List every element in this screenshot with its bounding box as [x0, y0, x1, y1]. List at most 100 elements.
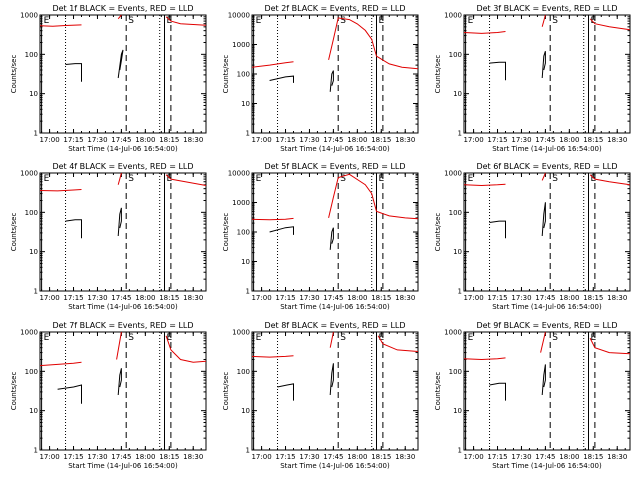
y-tick-label: 100 — [449, 368, 462, 376]
x-tick-label: 17:45 — [535, 294, 555, 302]
y-tick-label: 100 — [449, 51, 462, 59]
marker-label: S — [340, 16, 346, 26]
panel-title: Det 3f BLACK = Events, RED = LLD — [476, 4, 617, 13]
marker-label: E — [167, 333, 173, 343]
x-tick-label: 17:15 — [275, 136, 295, 144]
y-axis-label: Counts/sec — [222, 213, 230, 252]
y-tick-label: 1 — [246, 447, 250, 455]
panel-det-5: Det 5f BLACK = Events, RED = LLD 1 10 100 10… — [222, 162, 419, 311]
x-tick-label: 17:30 — [299, 136, 319, 144]
panel-title: Det 1f BLACK = Events, RED = LLD — [52, 4, 193, 13]
x-tick-label: 18:15 — [371, 294, 391, 302]
x-tick-label: 17:45 — [111, 294, 131, 302]
y-tick-label: 100 — [237, 368, 250, 376]
lld-series-line — [39, 172, 207, 192]
y-axis-label: Counts/sec — [222, 372, 230, 411]
x-tick-label: 17:00 — [251, 136, 271, 144]
plot-frame — [39, 14, 207, 134]
x-axis-label: Start Time (14-Jul-06 16:54:00) — [280, 303, 390, 311]
y-tick-label: 1 — [458, 288, 462, 296]
marker-label: E — [379, 333, 385, 343]
x-tick-label: 18:30 — [395, 294, 415, 302]
y-tick-label: 1 — [34, 130, 38, 138]
x-tick-label: 18:15 — [583, 294, 603, 302]
x-tick-label: 17:15 — [275, 453, 295, 461]
y-tick-label: 1 — [458, 447, 462, 455]
x-tick-label: 17:30 — [511, 136, 531, 144]
marker-label: E — [468, 333, 474, 343]
plot-frame — [463, 172, 631, 292]
y-tick-label: 1000 — [232, 41, 250, 49]
x-axis-label: Start Time (14-Jul-06 16:54:00) — [492, 303, 602, 311]
y-tick-label: 1000 — [232, 199, 250, 207]
x-tick-label: 17:30 — [87, 294, 107, 302]
y-tick-label: 10 — [29, 90, 38, 98]
panel-det-1: Det 1f BLACK = Events, RED = LLD 1 10 100 10… — [10, 4, 207, 153]
panel-title: Det 7f BLACK = Events, RED = LLD — [52, 321, 193, 330]
x-tick-label: 17:45 — [323, 453, 343, 461]
x-tick-label: 17:45 — [323, 294, 343, 302]
plot-frame — [463, 331, 631, 451]
x-tick-label: 17:00 — [251, 294, 271, 302]
marker-label: S — [128, 174, 134, 184]
y-tick-label: 1 — [246, 288, 250, 296]
marker-label: S — [552, 16, 558, 26]
x-tick-label: 18:30 — [607, 294, 627, 302]
plot-frame — [463, 14, 631, 134]
marker-label: E — [167, 16, 173, 26]
panel-det-8: Det 8f BLACK = Events, RED = LLD 1 10 100 10… — [222, 321, 419, 470]
x-tick-label: 18:30 — [183, 136, 203, 144]
x-tick-label: 18:15 — [583, 453, 603, 461]
marker-label: E — [256, 16, 262, 26]
plot-frame — [251, 331, 419, 451]
x-tick-label: 17:15 — [487, 136, 507, 144]
x-tick-label: 17:45 — [535, 136, 555, 144]
x-tick-label: 17:30 — [299, 294, 319, 302]
x-tick-label: 18:00 — [559, 294, 579, 302]
x-tick-label: 18:00 — [135, 294, 155, 302]
x-tick-label: 17:30 — [87, 136, 107, 144]
x-tick-label: 18:30 — [395, 136, 415, 144]
x-axis-label: Start Time (14-Jul-06 16:54:00) — [68, 462, 178, 470]
x-axis-label: Start Time (14-Jul-06 16:54:00) — [492, 145, 602, 153]
marker-label: E — [44, 333, 50, 343]
events-series-line — [57, 368, 122, 404]
x-tick-label: 18:30 — [395, 453, 415, 461]
x-axis-label: Start Time (14-Jul-06 16:54:00) — [68, 145, 178, 153]
marker-label: S — [552, 333, 558, 343]
marker-label: E — [256, 174, 262, 184]
x-tick-label: 18:30 — [607, 136, 627, 144]
y-tick-label: 1 — [246, 130, 250, 138]
y-tick-label: 10000 — [228, 170, 250, 178]
lld-series-line — [463, 14, 631, 34]
y-tick-label: 100 — [237, 229, 250, 237]
marker-label: S — [128, 333, 134, 343]
marker-label: E — [44, 16, 50, 26]
x-tick-label: 17:00 — [463, 136, 483, 144]
y-tick-label: 1000 — [20, 12, 38, 20]
x-tick-label: 17:15 — [63, 453, 83, 461]
x-tick-label: 18:30 — [183, 294, 203, 302]
lld-series-line — [39, 14, 207, 27]
y-tick-label: 1 — [34, 447, 38, 455]
y-tick-label: 100 — [25, 51, 38, 59]
y-tick-label: 10 — [241, 100, 250, 108]
panel-title: Det 5f BLACK = Events, RED = LLD — [264, 162, 405, 171]
x-tick-label: 18:30 — [607, 453, 627, 461]
lld-series-line — [39, 331, 207, 367]
y-tick-label: 1 — [34, 288, 38, 296]
marker-label: E — [256, 333, 262, 343]
x-tick-label: 18:00 — [347, 294, 367, 302]
y-tick-label: 10 — [453, 90, 462, 98]
x-tick-label: 17:15 — [63, 294, 83, 302]
events-series-line — [65, 49, 124, 82]
panel-title: Det 8f BLACK = Events, RED = LLD — [264, 321, 405, 330]
x-axis-label: Start Time (14-Jul-06 16:54:00) — [68, 303, 178, 311]
x-tick-label: 17:00 — [39, 136, 59, 144]
panel-det-9: Det 9f BLACK = Events, RED = LLD 1 10 100 10… — [434, 321, 631, 470]
marker-label: E — [468, 16, 474, 26]
marker-label: E — [591, 174, 597, 184]
lld-series-line — [251, 331, 419, 358]
y-tick-label: 1000 — [20, 170, 38, 178]
